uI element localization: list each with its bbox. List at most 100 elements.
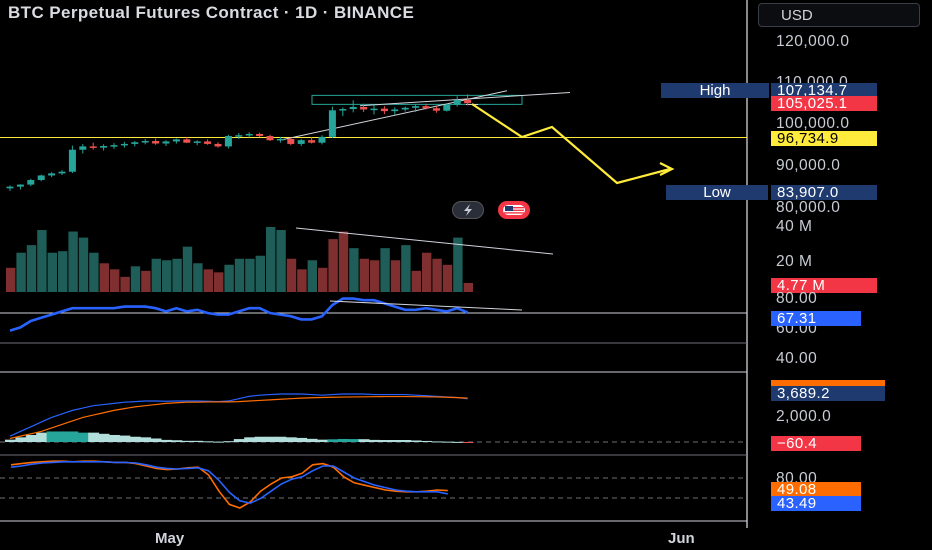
candle-body bbox=[443, 104, 451, 111]
rsi-line bbox=[9, 297, 469, 332]
candle-body bbox=[6, 186, 14, 189]
macd-histogram-bar bbox=[244, 437, 256, 442]
volume-bar bbox=[58, 251, 68, 292]
volume-bar bbox=[338, 231, 349, 292]
macd-histogram-bar bbox=[421, 440, 432, 442]
volume-bar bbox=[266, 227, 276, 292]
range-box bbox=[311, 94, 523, 105]
candle-body bbox=[235, 135, 243, 137]
candle-body bbox=[380, 108, 388, 112]
macd-histogram-bar bbox=[327, 439, 339, 442]
volume-bar bbox=[307, 260, 317, 292]
macd-histogram-bar bbox=[452, 441, 464, 443]
volume-bar bbox=[47, 252, 57, 292]
macd-histogram-bar bbox=[150, 438, 162, 442]
volume-bar bbox=[401, 245, 411, 292]
volume-bar bbox=[6, 267, 16, 292]
candle-body bbox=[276, 138, 284, 141]
volume-bar bbox=[463, 282, 473, 292]
macd-histogram-bar bbox=[202, 441, 214, 443]
macd-histogram-bar bbox=[98, 433, 110, 442]
month-label-jun: Jun bbox=[668, 530, 695, 547]
macd-histogram-bar bbox=[410, 440, 422, 442]
chart-title: BTC Perpetual Futures Contract · 1D · BI… bbox=[8, 3, 415, 22]
candle-body bbox=[16, 184, 24, 187]
macd-histogram-bar bbox=[306, 438, 318, 442]
signal-badge-partial bbox=[771, 380, 885, 386]
macd-histogram-bar bbox=[161, 439, 172, 442]
macd-histogram-bar bbox=[181, 440, 193, 442]
volume-bar bbox=[442, 264, 453, 292]
price-tick-80k: 80,000.0 bbox=[776, 199, 841, 216]
volume-bar bbox=[162, 260, 172, 292]
macd-histogram-bar bbox=[265, 436, 276, 442]
volume-bar bbox=[234, 258, 245, 292]
candle-body bbox=[183, 139, 191, 143]
candle-body bbox=[89, 146, 97, 148]
flash-icon[interactable] bbox=[452, 201, 484, 219]
rsi-tick-40: 40.00 bbox=[776, 350, 818, 367]
stoch-d-line bbox=[10, 460, 448, 505]
volume-tick-40m: 40 M bbox=[776, 218, 813, 235]
volume-bar bbox=[130, 266, 141, 292]
candle-body bbox=[360, 106, 368, 110]
rsi-last-badge: 67.31 bbox=[771, 311, 861, 326]
macd-histogram-bar bbox=[5, 439, 16, 442]
volume-bar bbox=[172, 258, 182, 292]
candle-body bbox=[152, 141, 160, 144]
macd-histogram-bar bbox=[431, 441, 443, 443]
macd-histogram-bar bbox=[129, 436, 141, 442]
candle-body bbox=[141, 141, 149, 143]
volume-pane bbox=[6, 227, 554, 292]
candle-body bbox=[68, 149, 76, 172]
candle-body bbox=[204, 141, 212, 144]
currency-button[interactable]: USD bbox=[758, 3, 920, 27]
volume-bar bbox=[422, 252, 432, 292]
volume-trendline bbox=[295, 227, 554, 255]
candle-body bbox=[37, 175, 45, 181]
candle-body bbox=[172, 139, 180, 142]
low-value-badge: 83,907.0 bbox=[771, 185, 877, 200]
volume-bar bbox=[318, 267, 328, 292]
candle-body bbox=[27, 180, 35, 185]
stoch-d-badge: 43.49 bbox=[771, 496, 861, 511]
candle-body bbox=[100, 145, 108, 148]
candle-body bbox=[422, 106, 430, 109]
low-tag: Low bbox=[666, 185, 768, 200]
volume-bar bbox=[432, 258, 442, 292]
volume-bar bbox=[26, 245, 37, 292]
macd-histogram-bar bbox=[223, 441, 235, 443]
macd-histogram-bar bbox=[337, 438, 349, 442]
volume-bar bbox=[182, 246, 193, 292]
volume-bar bbox=[245, 258, 255, 292]
macd-tick-2000: 2,000.0 bbox=[776, 408, 832, 425]
candle-body bbox=[120, 143, 128, 146]
candle-body bbox=[412, 106, 420, 108]
candle-body bbox=[308, 140, 316, 143]
candle-body bbox=[370, 108, 378, 111]
stoch-pane bbox=[10, 460, 448, 509]
macd-line bbox=[9, 393, 468, 437]
volume-bar bbox=[255, 255, 265, 292]
volume-bar bbox=[110, 269, 120, 292]
macd-histogram-bar bbox=[15, 437, 27, 442]
macd-histogram-bar bbox=[462, 442, 474, 443]
macd-pane bbox=[5, 393, 474, 443]
volume-bar bbox=[78, 237, 89, 292]
macd-histogram-bar bbox=[348, 439, 360, 442]
volume-bar bbox=[151, 258, 161, 292]
macd-histogram-bar bbox=[233, 439, 245, 442]
us-flag-icon[interactable] bbox=[498, 201, 530, 219]
projection-arrowhead bbox=[659, 162, 675, 176]
volume-bar bbox=[328, 239, 338, 292]
candle-body bbox=[110, 145, 118, 147]
volume-bar bbox=[193, 263, 203, 292]
price-tick-100k: 100,000.0 bbox=[776, 115, 850, 132]
price-tick-120k: 120,000.0 bbox=[776, 33, 850, 50]
macd-histogram-bar bbox=[213, 441, 224, 443]
volume-bar bbox=[68, 231, 78, 292]
candle-body bbox=[432, 108, 440, 111]
macd-histogram-bar bbox=[275, 436, 287, 442]
candle-body bbox=[339, 109, 347, 111]
